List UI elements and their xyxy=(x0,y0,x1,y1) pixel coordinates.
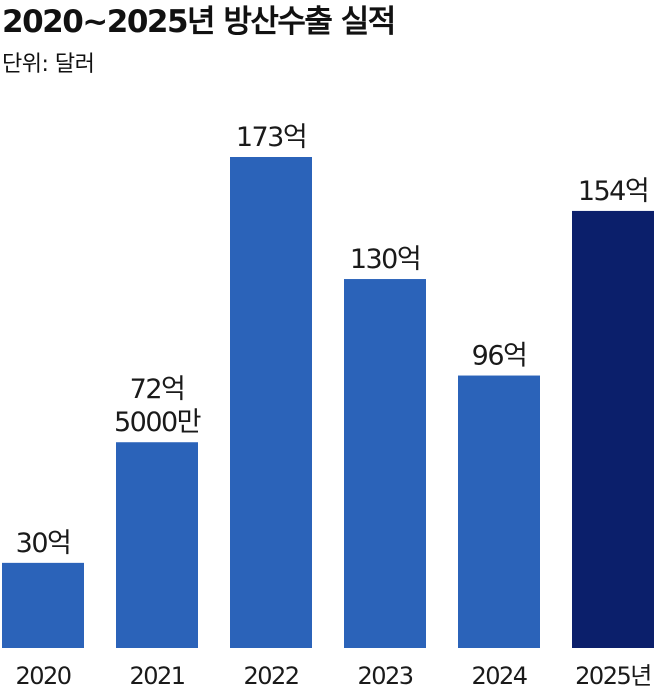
bar-2021 xyxy=(116,442,198,648)
category-label-2025년: 2025년 xyxy=(575,662,651,690)
category-label-2023: 2023 xyxy=(357,662,412,690)
value-label-2023: 130억 xyxy=(350,244,420,275)
chart-title: 2020~2025년 방산수출 실적 xyxy=(2,4,396,40)
bar-2025년 xyxy=(572,210,654,648)
bar-2023 xyxy=(344,279,426,648)
value-label-2025년: 154억 xyxy=(578,176,648,207)
value-label-2021-2: 5000만 xyxy=(114,407,201,438)
value-label-2022: 173억 xyxy=(236,122,306,153)
value-label-2020: 30억 xyxy=(16,528,71,559)
category-label-2024: 2024 xyxy=(471,662,526,690)
bar-2022 xyxy=(230,157,312,648)
category-label-2022: 2022 xyxy=(243,662,298,690)
value-label-2024: 96억 xyxy=(472,341,527,372)
unit-label: 단위: 달러 xyxy=(2,52,95,77)
category-label-2021: 2021 xyxy=(129,662,184,690)
bar-2020 xyxy=(2,562,84,648)
category-label-2020: 2020 xyxy=(15,662,70,690)
bar-2024 xyxy=(458,375,540,648)
value-label-2021-1: 72억 xyxy=(130,374,185,405)
